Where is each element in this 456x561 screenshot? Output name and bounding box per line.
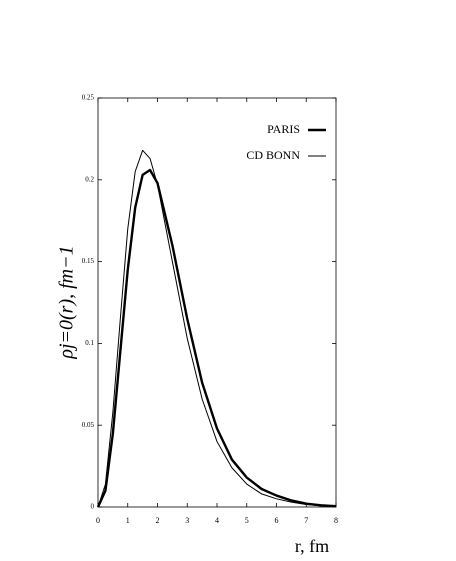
y-tick-label: 0.05 xyxy=(82,421,95,429)
data-line xyxy=(97,149,337,508)
y-tick-label: 0.2 xyxy=(85,175,94,183)
x-tick-label: 8 xyxy=(334,516,338,525)
x-tick-label: 1 xyxy=(126,516,130,525)
x-tick-label: 2 xyxy=(156,516,160,525)
y-tick-label: 0 xyxy=(91,503,95,511)
x-tick-label: 5 xyxy=(245,516,249,525)
y-tick-label: 0.15 xyxy=(82,257,95,265)
legend-label: PARIS xyxy=(267,122,300,136)
legend-label: CD BONN xyxy=(246,148,300,162)
x-tick-label: 3 xyxy=(185,516,189,525)
y-tick-label: 0.25 xyxy=(82,94,95,102)
y-axis-label: ρj=0(r), fm−1 xyxy=(56,245,78,359)
x-tick-label: 4 xyxy=(215,516,219,525)
data-line xyxy=(96,168,337,508)
x-tick-label: 0 xyxy=(96,516,100,525)
x-axis-label: r, fm xyxy=(295,536,329,556)
x-tick-label: 6 xyxy=(275,516,279,525)
y-tick-label: 0.1 xyxy=(85,339,94,347)
plot-frame xyxy=(97,97,337,508)
x-tick-label: 7 xyxy=(304,516,308,525)
